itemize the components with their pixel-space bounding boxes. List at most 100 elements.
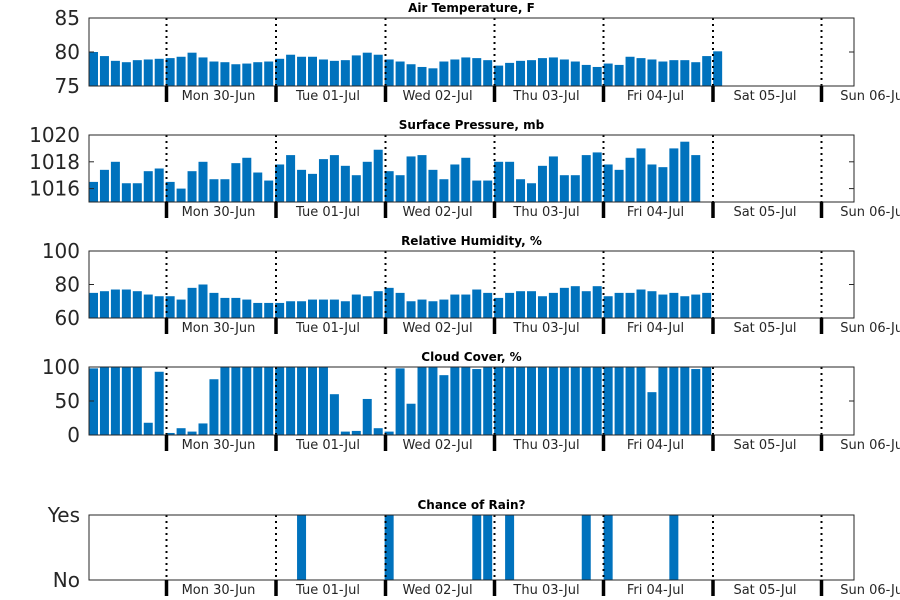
bar	[680, 296, 690, 318]
y-tick-label: 1016	[29, 177, 80, 201]
bar	[297, 515, 307, 580]
bar	[154, 371, 164, 435]
bar	[362, 398, 372, 435]
x-tick-label: Thu 03-Jul	[512, 438, 579, 453]
chart-panel-3: Relative Humidity, % 60 80 100 Mon 30-Jun Tue…	[42, 234, 900, 336]
bar	[592, 152, 602, 202]
bar	[669, 515, 679, 580]
bar	[297, 301, 307, 318]
bar	[516, 291, 526, 318]
bar	[691, 294, 701, 318]
x-tick-label: Fri 04-Jul	[627, 583, 684, 598]
bar	[636, 367, 646, 435]
bar	[603, 296, 613, 318]
bar	[428, 169, 438, 202]
chart-panel-4: Cloud Cover, % 0 50 100 Mon 30-Jun Tue 01-Jul…	[42, 350, 900, 453]
bar	[329, 155, 339, 202]
bar	[505, 515, 515, 580]
bar	[275, 58, 285, 86]
bar	[362, 161, 372, 202]
bar	[625, 292, 635, 319]
bar	[614, 64, 624, 86]
bar	[110, 161, 120, 202]
bar	[548, 367, 558, 435]
bar	[395, 61, 405, 86]
x-tick-label: Wed 02-Jul	[402, 89, 472, 104]
bar	[176, 299, 186, 318]
bar	[680, 60, 690, 86]
bar	[89, 368, 98, 435]
bar	[275, 367, 285, 435]
bar	[132, 291, 142, 318]
bar	[505, 367, 515, 435]
bar	[165, 181, 175, 202]
bar	[461, 294, 471, 318]
bar	[559, 59, 569, 86]
y-tick-label: 1018	[29, 150, 80, 174]
bar	[647, 59, 657, 86]
bar	[450, 164, 460, 202]
x-tick-label: Tue 01-Jul	[295, 321, 360, 336]
bar	[581, 291, 591, 318]
x-tick-label: Sat 05-Jul	[733, 438, 796, 453]
bar	[592, 367, 602, 435]
x-tick-label: Sat 05-Jul	[733, 205, 796, 220]
bar	[132, 367, 142, 435]
bar	[373, 149, 383, 202]
bar	[439, 179, 449, 202]
bar	[559, 367, 569, 435]
plot-frame	[88, 134, 855, 203]
bar	[713, 51, 723, 86]
chart-title: Relative Humidity, %	[401, 234, 542, 248]
x-tick-label: Fri 04-Jul	[627, 438, 684, 453]
bar	[242, 299, 252, 318]
x-tick-label: Fri 04-Jul	[627, 89, 684, 104]
bar	[603, 367, 613, 435]
bar	[417, 155, 427, 202]
bar	[110, 60, 120, 86]
bar	[132, 60, 142, 86]
bar	[439, 61, 449, 86]
plot-frame	[88, 514, 855, 581]
bar	[669, 367, 679, 435]
x-tick-label: Tue 01-Jul	[295, 438, 360, 453]
bar	[176, 428, 186, 435]
bar	[527, 367, 536, 435]
bar	[231, 367, 241, 435]
bar	[625, 367, 635, 435]
bar	[483, 515, 493, 580]
bar	[362, 296, 372, 318]
bar	[658, 367, 668, 435]
bar	[647, 291, 657, 318]
bar	[494, 65, 504, 86]
bar	[658, 294, 668, 318]
bar	[406, 64, 416, 86]
chart-title: Cloud Cover, %	[421, 350, 521, 364]
bar	[516, 60, 526, 86]
bar	[603, 164, 613, 202]
bar	[570, 286, 580, 318]
bar	[99, 56, 109, 86]
bar	[176, 188, 186, 202]
chart-title: Surface Pressure, mb	[399, 118, 545, 132]
x-tick-label: Wed 02-Jul	[402, 321, 472, 336]
bar	[570, 175, 580, 202]
bar	[581, 367, 591, 435]
bar	[472, 58, 482, 86]
bar	[318, 367, 328, 435]
x-tick-label: Mon 30-Jun	[182, 205, 256, 220]
bar	[636, 148, 646, 202]
y-tick-label: No	[53, 568, 80, 592]
bar	[669, 148, 679, 202]
bar	[220, 367, 230, 435]
bar	[559, 175, 569, 202]
bar	[417, 299, 427, 318]
bar	[537, 367, 547, 435]
bar	[647, 392, 657, 435]
bar	[537, 165, 547, 202]
y-tick-label: 100	[42, 355, 80, 379]
bar	[395, 292, 405, 319]
y-tick-label: 50	[55, 389, 80, 413]
bar	[242, 157, 252, 202]
